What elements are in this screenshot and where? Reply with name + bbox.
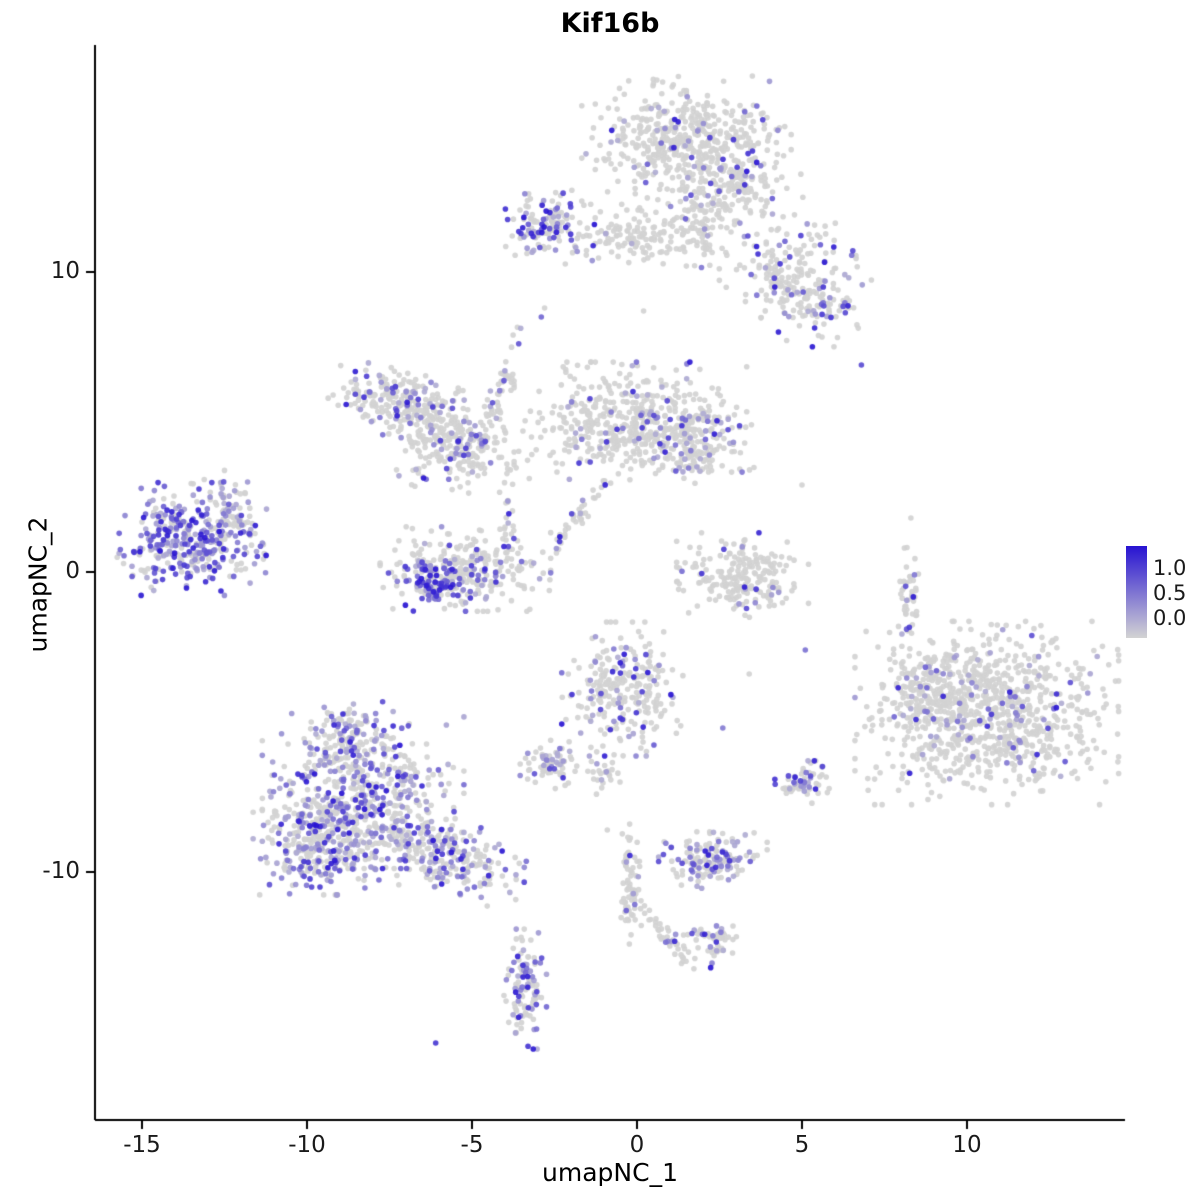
x-tick-label: 5	[794, 1132, 810, 1158]
legend-label: 0.0	[1153, 606, 1187, 630]
chart-title: Kif16b	[560, 8, 660, 39]
x-tick-label: -5	[460, 1132, 484, 1158]
x-tick-label: -10	[288, 1132, 326, 1158]
y-tick-label: 0	[65, 558, 80, 584]
y-axis-label: umapNC_2	[23, 516, 53, 653]
x-axis-label: umapNC_1	[542, 1158, 678, 1187]
x-tick-label: 0	[629, 1132, 645, 1158]
legend-label: 0.5	[1153, 581, 1187, 605]
x-tick-label: -15	[123, 1132, 161, 1158]
y-tick-label: 10	[50, 258, 80, 284]
x-tick-label: 10	[952, 1132, 982, 1158]
legend-label: 1.0	[1153, 556, 1187, 580]
legend-gradient-bar	[1126, 546, 1147, 638]
y-tick-label: -10	[42, 858, 80, 884]
